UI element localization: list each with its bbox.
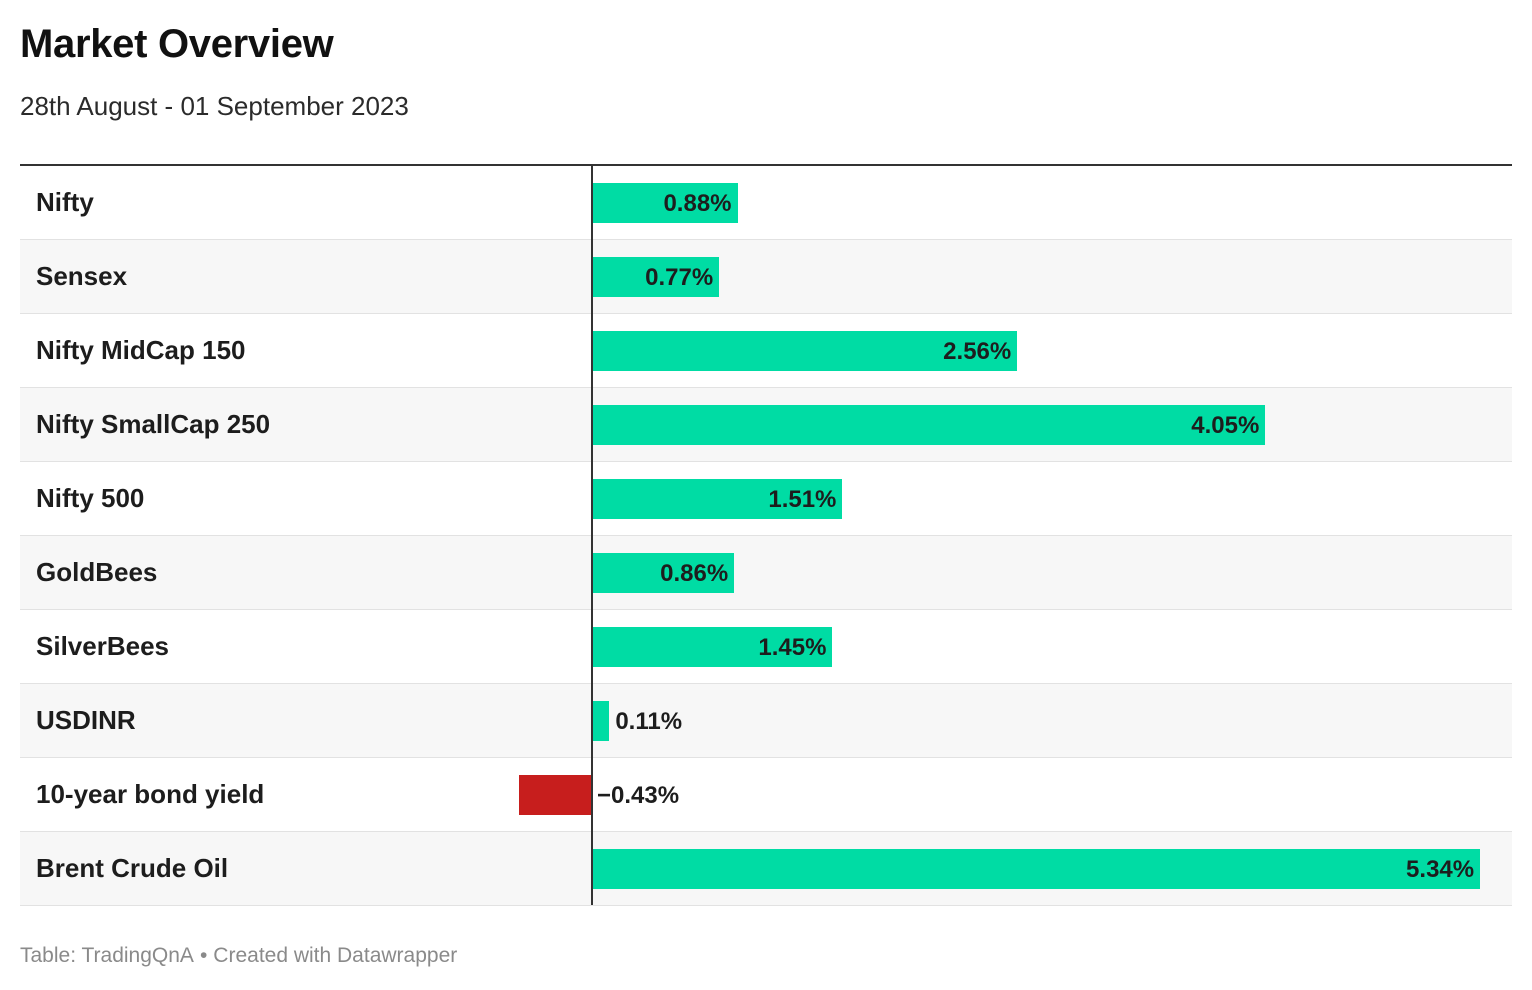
row-label: 10-year bond yield — [36, 779, 265, 809]
table-row: Nifty 500 1.51% — [20, 462, 1512, 536]
row-label: USDINR — [36, 705, 136, 735]
source-note: Table: TradingQnA — [20, 944, 194, 967]
bar — [591, 701, 610, 741]
credit-note: Created with Datawrapper — [213, 944, 458, 967]
table-row: SilverBees 1.45% — [20, 610, 1512, 684]
bar-cell: 1.45% — [20, 610, 1512, 683]
bar — [591, 183, 738, 223]
bar — [519, 775, 591, 815]
bar-cell: 0.11% — [20, 684, 1512, 757]
bar-cell: 5.34% — [20, 832, 1512, 905]
table-row: GoldBees 0.86% — [20, 536, 1512, 610]
row-label: Nifty MidCap 150 — [36, 335, 246, 365]
table-row: Nifty 0.88% — [20, 166, 1512, 240]
table-row: Nifty SmallCap 250 4.05% — [20, 388, 1512, 462]
row-label: Nifty 500 — [36, 483, 145, 513]
chart-footer: Table: TradingQnA • Created with Datawrapp… — [20, 943, 457, 969]
chart-title: Market Overview — [20, 22, 334, 66]
bar-table: Nifty 0.88% Sensex 0.77% Nifty MidCap 150 2.5… — [20, 164, 1512, 906]
row-label: Brent Crude Oil — [36, 853, 229, 883]
bar-cell: 0.86% — [20, 536, 1512, 609]
bar — [591, 257, 720, 297]
bar-cell: 2.56% — [20, 314, 1512, 387]
footer-separator: • — [199, 944, 208, 967]
bar — [591, 331, 1018, 371]
bar-value-label: 2.56% — [943, 338, 1012, 365]
bar-value-label: −0.43% — [597, 782, 680, 809]
chart-subtitle: 28th August - 01 September 2023 — [20, 91, 409, 121]
bar — [591, 405, 1266, 445]
bar-cell: −0.43% — [20, 758, 1512, 831]
table-row: Nifty MidCap 150 2.56% — [20, 314, 1512, 388]
bar-cell: 0.77% — [20, 240, 1512, 313]
row-label: Nifty SmallCap 250 — [36, 409, 271, 439]
bar — [591, 553, 735, 593]
bar-value-label: 1.51% — [768, 486, 837, 513]
table-row: USDINR 0.11% — [20, 684, 1512, 758]
row-label: GoldBees — [36, 557, 158, 587]
table-row: Sensex 0.77% — [20, 240, 1512, 314]
zero-axis-line — [591, 166, 593, 905]
row-label: Sensex — [36, 261, 128, 291]
bar-value-label: 5.34% — [1406, 856, 1475, 883]
bar-value-label: 4.05% — [1191, 412, 1260, 439]
bar — [591, 627, 833, 667]
bar-value-label: 1.45% — [758, 634, 827, 661]
bar — [591, 849, 1481, 889]
row-label: Nifty — [36, 187, 94, 217]
bar-cell: 1.51% — [20, 462, 1512, 535]
bar-value-label: 0.88% — [663, 190, 732, 217]
bar-value-label: 0.11% — [615, 708, 683, 735]
bar-cell: 4.05% — [20, 388, 1512, 461]
bar-cell: 0.88% — [20, 166, 1512, 239]
table-row: Brent Crude Oil 5.34% — [20, 832, 1512, 906]
bar — [591, 479, 843, 519]
bar-value-label: 0.77% — [645, 264, 714, 291]
row-label: SilverBees — [36, 631, 169, 661]
table-row: 10-year bond yield −0.43% — [20, 758, 1512, 832]
bar-value-label: 0.86% — [660, 560, 729, 587]
